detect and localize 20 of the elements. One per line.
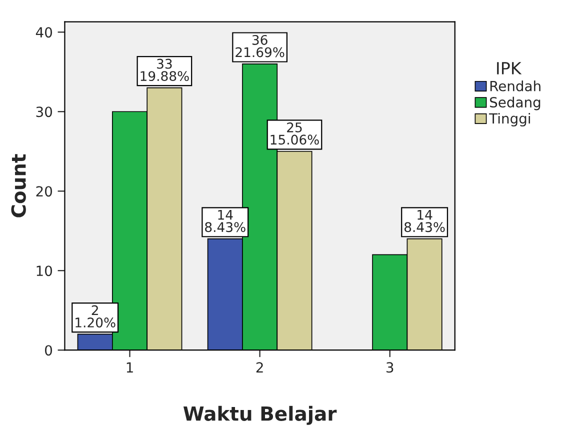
legend-label: Sedang xyxy=(490,96,540,110)
data-label: 36 21.69% xyxy=(236,34,284,58)
x-tick-label: 2 xyxy=(256,362,263,372)
legend-title: IPK xyxy=(497,62,522,74)
legend-label: Rendah xyxy=(490,80,540,92)
y-tick-label: 0 xyxy=(45,345,52,356)
y-axis-title: Count xyxy=(11,154,26,218)
y-tick-label: 30 xyxy=(36,106,52,118)
y-tick-label: 20 xyxy=(36,186,52,197)
data-label: 33 19.88% xyxy=(140,58,189,82)
y-tick-label: 40 xyxy=(36,27,52,38)
x-tick-label: 1 xyxy=(126,362,133,372)
y-tick-label: 10 xyxy=(36,266,52,276)
data-label: 14 8.43% xyxy=(205,210,246,232)
data-label: 25 15.06% xyxy=(270,122,319,145)
x-tick-label: 3 xyxy=(386,362,394,373)
x-axis-title: Waktu Belajar xyxy=(183,406,337,425)
legend-label: Tinggi xyxy=(489,112,530,126)
data-label: 2 1.20% xyxy=(76,305,116,328)
data-label: 14 8.43% xyxy=(404,210,445,232)
